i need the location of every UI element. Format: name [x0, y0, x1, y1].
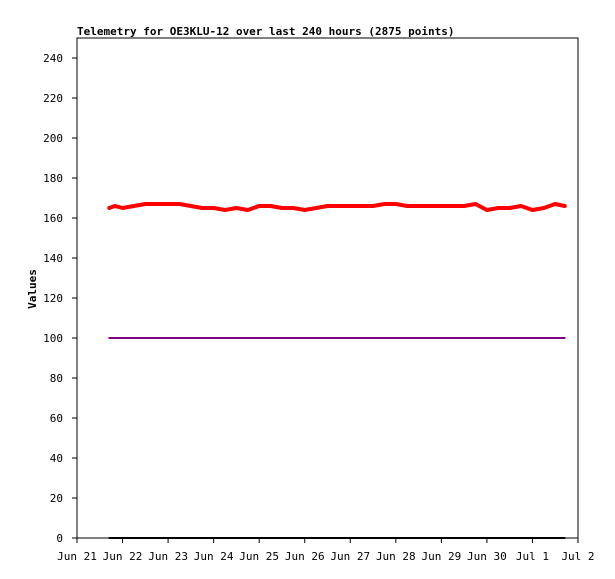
y-tick-label: 180	[43, 172, 63, 185]
series-point-1	[563, 337, 566, 339]
series-point-0	[473, 202, 478, 206]
chart-title: Telemetry for OE3KLU-12 over last 240 ho…	[77, 25, 455, 38]
series-point-0	[234, 206, 239, 210]
series-layer	[107, 202, 567, 539]
series-point-0	[280, 206, 284, 210]
y-tick-label: 0	[56, 532, 63, 545]
series-point-0	[166, 202, 170, 206]
series-point-0	[542, 206, 546, 210]
series-point-0	[485, 208, 489, 212]
x-tick-label: Jun 21	[57, 550, 97, 563]
series-point-2	[108, 537, 111, 539]
series-point-0	[143, 202, 148, 206]
series-point-0	[382, 202, 387, 206]
x-tick-label: Jun 23	[148, 550, 188, 563]
y-tick-label: 160	[43, 212, 63, 225]
series-point-0	[439, 204, 444, 208]
y-tick-label: 140	[43, 252, 63, 265]
series-point-1	[108, 337, 111, 339]
series-line-0	[107, 202, 567, 212]
x-axis-ticks: Jun 21 Jun 22 Jun 23 Jun 24 Jun 25 Jun 26 Jun …	[57, 538, 595, 563]
y-axis-ticks: 0 20 40 60 80 100 120 140 160 180 200 220 240	[43, 52, 77, 545]
y-tick-label: 80	[50, 372, 63, 385]
y-tick-label: 100	[43, 332, 63, 345]
y-tick-label: 60	[50, 412, 63, 425]
series-point-0	[113, 204, 117, 208]
series-point-0	[223, 208, 227, 212]
y-tick-label: 20	[50, 492, 63, 505]
plot-frame	[76, 37, 579, 539]
x-tick-label: Jun 22	[103, 550, 143, 563]
series-point-0	[268, 204, 273, 208]
series-point-2	[563, 537, 566, 539]
x-tick-label: Jul 1	[516, 550, 549, 563]
series-point-0	[200, 206, 205, 210]
y-tick-label: 240	[43, 52, 63, 65]
series-point-0	[507, 206, 512, 210]
series-point-0	[132, 204, 136, 208]
series-point-0	[428, 204, 432, 208]
x-tick-label: Jun 24	[194, 550, 234, 563]
series-point-0	[394, 202, 398, 206]
series-point-0	[562, 204, 567, 208]
series-point-0	[257, 204, 261, 208]
series-point-0	[530, 208, 535, 212]
series-point-0	[496, 206, 501, 210]
y-tick-label: 40	[50, 452, 63, 465]
series-point-0	[337, 204, 341, 208]
x-tick-label: Jun 29	[421, 550, 461, 563]
series-point-0	[189, 204, 193, 208]
series-point-0	[325, 204, 330, 208]
series-point-0	[553, 202, 558, 206]
y-tick-label: 200	[43, 132, 63, 145]
series-point-0	[371, 204, 375, 208]
series-point-0	[302, 208, 307, 212]
series-point-0	[314, 206, 318, 210]
x-tick-label: Jun 25	[239, 550, 279, 563]
series-point-0	[405, 204, 410, 208]
x-tick-label: Jun 30	[467, 550, 507, 563]
x-tick-label: Jun 28	[376, 550, 416, 563]
series-point-0	[291, 206, 296, 210]
series-point-0	[211, 206, 216, 210]
series-point-0	[348, 204, 353, 208]
x-tick-label: Jun 26	[285, 550, 325, 563]
series-point-0	[154, 202, 159, 206]
x-tick-label: Jun 27	[330, 550, 370, 563]
series-point-0	[107, 206, 112, 210]
series-point-0	[177, 202, 182, 206]
y-axis-label: Values	[26, 269, 39, 309]
series-point-0	[245, 208, 250, 212]
series-point-0	[359, 204, 364, 208]
y-tick-label: 220	[43, 92, 63, 105]
series-point-0	[416, 204, 421, 208]
series-point-0	[462, 204, 466, 208]
y-tick-label: 120	[43, 292, 63, 305]
series-point-0	[450, 204, 455, 208]
x-tick-label: Jul 2	[561, 550, 594, 563]
series-point-0	[519, 204, 523, 208]
series-point-0	[120, 206, 125, 210]
